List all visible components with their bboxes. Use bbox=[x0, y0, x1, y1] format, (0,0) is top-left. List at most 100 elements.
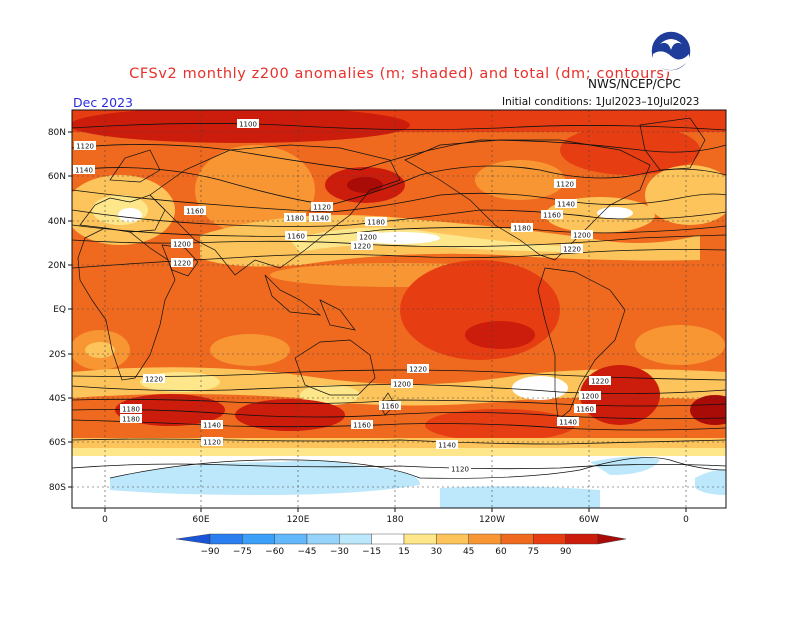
noaa-logo-icon bbox=[650, 30, 692, 72]
lat-label: 80S bbox=[49, 483, 66, 493]
contour-label: 1220 bbox=[171, 258, 193, 268]
colorbar-swatch bbox=[597, 533, 627, 545]
contour-label-text: 1180 bbox=[513, 225, 531, 233]
colorbar-swatch bbox=[468, 533, 502, 545]
contour-label: 1120 bbox=[74, 141, 96, 151]
lon-label: 180 bbox=[386, 515, 403, 525]
contour-label: 1140 bbox=[201, 420, 223, 430]
contour-label-text: 1140 bbox=[559, 419, 577, 427]
contour-label-text: 1160 bbox=[353, 422, 371, 430]
lon-label: 0 bbox=[102, 515, 108, 525]
contour-label: 1180 bbox=[120, 414, 142, 424]
lon-label: 60W bbox=[579, 515, 599, 525]
lat-label: 40N bbox=[48, 217, 66, 227]
latitude-axis: 80N 60N 40N 20N EQ 20S 40S 60S 80S bbox=[48, 128, 72, 493]
contour-label-text: 1120 bbox=[313, 204, 331, 212]
contour-label-text: 1220 bbox=[591, 378, 609, 386]
contour-label-text: 1160 bbox=[287, 233, 305, 241]
contour-label-text: 1140 bbox=[203, 422, 221, 430]
contour-label-text: 1220 bbox=[173, 260, 191, 268]
contour-label-text: 1160 bbox=[543, 212, 561, 220]
contour-label-text: 1180 bbox=[122, 406, 140, 414]
shaded-anomaly-field bbox=[72, 110, 726, 508]
contour-label-text: 1200 bbox=[173, 241, 191, 249]
forecast-month: Dec 2023 bbox=[73, 95, 133, 110]
colorbar: −90 −75 −60 −45 −30 −15 15 30 45 60 75 90 bbox=[175, 533, 627, 557]
colorbar-swatch bbox=[500, 533, 534, 545]
contour-label-text: 1180 bbox=[286, 215, 304, 223]
contour-label: 1120 bbox=[311, 202, 333, 212]
contour-label: 1200 bbox=[171, 239, 193, 249]
contour-label: 1120 bbox=[201, 437, 223, 447]
colorbar-tick-label: 30 bbox=[431, 547, 443, 557]
contour-label-text: 1200 bbox=[359, 234, 377, 242]
colorbar-tick-label: 15 bbox=[398, 547, 409, 557]
graticule bbox=[72, 110, 726, 508]
contour-label-text: 1140 bbox=[557, 201, 575, 209]
organization-label: NWS/NCEP/CPC bbox=[588, 77, 681, 91]
lat-label: EQ bbox=[53, 305, 66, 315]
contour-label-text: 1160 bbox=[186, 208, 204, 216]
contour-label-text: 1200 bbox=[393, 381, 411, 389]
contour-label-text: 1220 bbox=[145, 376, 163, 384]
lat-label: 20S bbox=[49, 350, 66, 360]
colorbar-swatch bbox=[306, 533, 340, 545]
lat-label: 60S bbox=[49, 438, 66, 448]
contour-label: 1160 bbox=[285, 231, 307, 241]
contour-label: 1140 bbox=[557, 417, 579, 427]
contour-label-text: 1200 bbox=[581, 393, 599, 401]
contour-label: 1140 bbox=[309, 213, 331, 223]
colorbar-tick-label: −60 bbox=[265, 547, 284, 557]
contour-labels: 1100112011401160120012201120114011601180… bbox=[73, 119, 611, 474]
lat-label: 40S bbox=[49, 394, 66, 404]
lon-label: 0 bbox=[683, 515, 689, 525]
contour-label-text: 1180 bbox=[122, 416, 140, 424]
contour-label: 1200 bbox=[357, 232, 379, 242]
contour-label: 1180 bbox=[120, 404, 142, 414]
contour-label: 1200 bbox=[391, 379, 413, 389]
colorbar-tick-label: −15 bbox=[362, 547, 381, 557]
contour-label: 1180 bbox=[284, 213, 306, 223]
map-title: CFSv2 monthly z200 anomalies (m; shaded)… bbox=[129, 66, 671, 82]
lat-label: 20N bbox=[48, 261, 66, 271]
contour-label: 1220 bbox=[407, 364, 429, 374]
contour-label: 1160 bbox=[574, 404, 596, 414]
contour-label: 1180 bbox=[365, 217, 387, 227]
contour-label-text: 1140 bbox=[311, 215, 329, 223]
contour-label-text: 1140 bbox=[75, 167, 93, 175]
lon-label: 120E bbox=[287, 515, 310, 525]
contour-label: 1160 bbox=[184, 206, 206, 216]
lat-label: 80N bbox=[48, 128, 66, 138]
contour-label: 1160 bbox=[541, 210, 563, 220]
contour-label-text: 1220 bbox=[353, 243, 371, 251]
contour-label: 1160 bbox=[379, 401, 401, 411]
contour-label-text: 1220 bbox=[563, 246, 581, 254]
colorbar-tick-label: −75 bbox=[233, 547, 252, 557]
initial-conditions: Initial conditions: 1Jul2023–10Jul2023 bbox=[502, 96, 700, 108]
contour-label: 1140 bbox=[555, 199, 577, 209]
contour-label: 1220 bbox=[561, 244, 583, 254]
colorbar-swatch bbox=[565, 533, 599, 545]
contour-label-text: 1100 bbox=[239, 121, 257, 129]
contour-label: 1160 bbox=[351, 420, 373, 430]
contour-label-text: 1220 bbox=[409, 366, 427, 374]
colorbar-tick-label: 90 bbox=[560, 547, 572, 557]
longitude-axis: 0 60E 120E 180 120W 60W 0 bbox=[102, 508, 689, 525]
contour-label: 1200 bbox=[571, 230, 593, 240]
colorbar-tick-label: 60 bbox=[495, 547, 507, 557]
contour-label: 1100 bbox=[237, 119, 259, 129]
lon-label: 120W bbox=[479, 515, 505, 525]
colorbar-tick-label: −30 bbox=[330, 547, 349, 557]
colorbar-tick-label: −90 bbox=[201, 547, 220, 557]
colorbar-swatch bbox=[403, 533, 437, 545]
contour-label: 1140 bbox=[73, 165, 95, 175]
contour-label: 1220 bbox=[351, 241, 373, 251]
contour-label: 1200 bbox=[579, 391, 601, 401]
contour-label-text: 1120 bbox=[556, 181, 574, 189]
colorbar-swatch bbox=[339, 533, 372, 545]
colorbar-swatch bbox=[436, 533, 469, 545]
colorbar-swatch bbox=[533, 533, 566, 545]
contour-label-text: 1120 bbox=[76, 143, 94, 151]
colorbar-tick-label: 75 bbox=[528, 547, 539, 557]
